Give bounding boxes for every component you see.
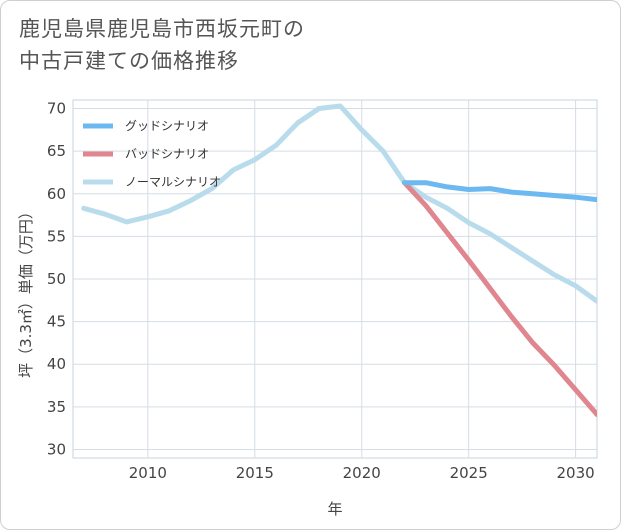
chart-title-line-1: 鹿児島県鹿児島市西坂元町の — [19, 17, 305, 41]
y-tick-label: 55 — [47, 227, 66, 245]
legend-label: バッドシナリオ — [125, 147, 209, 161]
y-tick-label: 60 — [47, 185, 66, 203]
series-line-0 — [402, 180, 597, 203]
y-tick-label: 30 — [47, 440, 66, 458]
x-tick-label: 2015 — [236, 464, 274, 482]
y-tick-label: 45 — [47, 313, 66, 331]
y-tick-label: 40 — [47, 355, 66, 373]
legend-label: ノーマルシナリオ — [125, 175, 221, 189]
x-axis-label: 年 — [327, 500, 342, 518]
y-axis-label: 坪（3.3㎡）単価（万円） — [17, 204, 35, 378]
x-tick-label: 2010 — [129, 464, 167, 482]
tick-labels: 30 35 40 45 50 55 60 65 70 2010 2015 2020 2025 2030 — [47, 100, 595, 482]
x-tick-label: 2020 — [343, 464, 381, 482]
series-line-1 — [402, 180, 597, 417]
chart-title-line-2: 中古戸建ての価格推移 — [19, 49, 239, 73]
y-tick-label: 70 — [47, 100, 66, 118]
legend-label: グッドシナリオ — [125, 119, 209, 133]
x-tick-label: 2025 — [450, 464, 488, 482]
y-tick-label: 35 — [47, 398, 66, 416]
y-tick-label: 50 — [47, 270, 66, 288]
series-line-2 — [81, 103, 597, 304]
y-tick-label: 65 — [47, 142, 66, 160]
x-tick-label: 2030 — [557, 464, 595, 482]
series-lines — [81, 103, 597, 417]
chart-title: 鹿児島県鹿児島市西坂元町の 中古戸建ての価格推移 — [19, 13, 305, 77]
